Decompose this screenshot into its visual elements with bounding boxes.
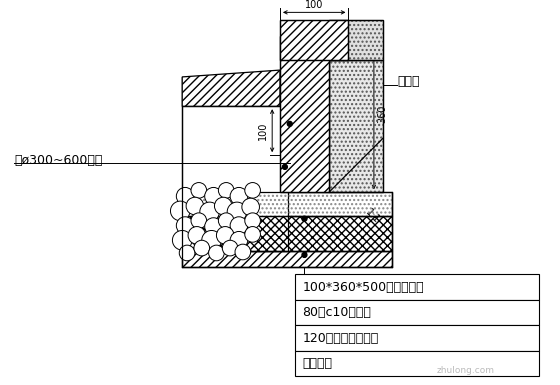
Circle shape: [235, 244, 251, 260]
Bar: [280, 36, 329, 193]
Polygon shape: [182, 70, 280, 106]
Bar: [280, 20, 348, 60]
Circle shape: [287, 121, 292, 126]
Circle shape: [245, 213, 260, 229]
Circle shape: [245, 226, 260, 242]
Circle shape: [218, 182, 234, 198]
Text: 约ø300~600卵石: 约ø300~600卵石: [14, 154, 102, 167]
Text: 素土夯实: 素土夯实: [302, 357, 333, 370]
Text: 80厚c10混凝土: 80厚c10混凝土: [302, 306, 371, 319]
Circle shape: [179, 245, 195, 261]
Text: 100: 100: [305, 0, 324, 10]
Circle shape: [176, 187, 194, 205]
Circle shape: [170, 201, 190, 221]
Bar: [182, 251, 393, 267]
Bar: [280, 20, 348, 60]
Circle shape: [191, 213, 207, 229]
Bar: [295, 351, 539, 376]
Text: zhulong.com: zhulong.com: [436, 366, 494, 375]
Text: 100*360*500白麻花岗岩: 100*360*500白麻花岗岩: [302, 281, 424, 294]
Circle shape: [230, 217, 248, 234]
Bar: [182, 106, 288, 251]
Circle shape: [230, 231, 248, 249]
Text: 120厚碎石灌砂垫层: 120厚碎石灌砂垫层: [302, 331, 379, 345]
Circle shape: [245, 182, 260, 198]
Circle shape: [242, 198, 259, 216]
Bar: [329, 20, 382, 60]
Circle shape: [191, 182, 207, 198]
Text: 100: 100: [258, 122, 268, 140]
Circle shape: [222, 240, 238, 256]
Bar: [182, 216, 393, 251]
Text: 360: 360: [378, 105, 388, 123]
Bar: [329, 60, 382, 192]
Bar: [182, 192, 393, 216]
Bar: [295, 275, 539, 300]
Bar: [295, 300, 539, 325]
Text: 1:1: 1:1: [364, 208, 382, 226]
Circle shape: [205, 187, 222, 205]
Circle shape: [202, 231, 221, 250]
Circle shape: [186, 197, 204, 215]
Text: 50: 50: [360, 34, 370, 47]
Bar: [329, 20, 382, 60]
Circle shape: [218, 213, 234, 229]
Circle shape: [188, 226, 206, 244]
Circle shape: [194, 240, 209, 256]
Bar: [329, 20, 382, 60]
Bar: [280, 36, 329, 193]
Circle shape: [209, 245, 224, 261]
Bar: [182, 251, 393, 267]
Bar: [182, 192, 393, 216]
Bar: [182, 216, 393, 251]
Bar: [182, 251, 393, 267]
Circle shape: [200, 202, 220, 222]
Circle shape: [230, 187, 248, 205]
Bar: [295, 325, 539, 351]
Circle shape: [227, 202, 247, 222]
Circle shape: [302, 253, 307, 257]
Circle shape: [176, 217, 194, 234]
Circle shape: [216, 226, 234, 244]
Bar: [280, 36, 329, 193]
Circle shape: [214, 197, 232, 215]
Circle shape: [302, 216, 307, 221]
Circle shape: [205, 218, 222, 235]
Bar: [182, 216, 393, 251]
Circle shape: [172, 231, 192, 250]
Bar: [182, 192, 393, 216]
Bar: [329, 60, 382, 192]
Bar: [280, 20, 348, 60]
Polygon shape: [182, 77, 280, 106]
Text: 种植土: 种植土: [398, 75, 420, 88]
Circle shape: [282, 164, 287, 169]
Bar: [329, 60, 382, 192]
